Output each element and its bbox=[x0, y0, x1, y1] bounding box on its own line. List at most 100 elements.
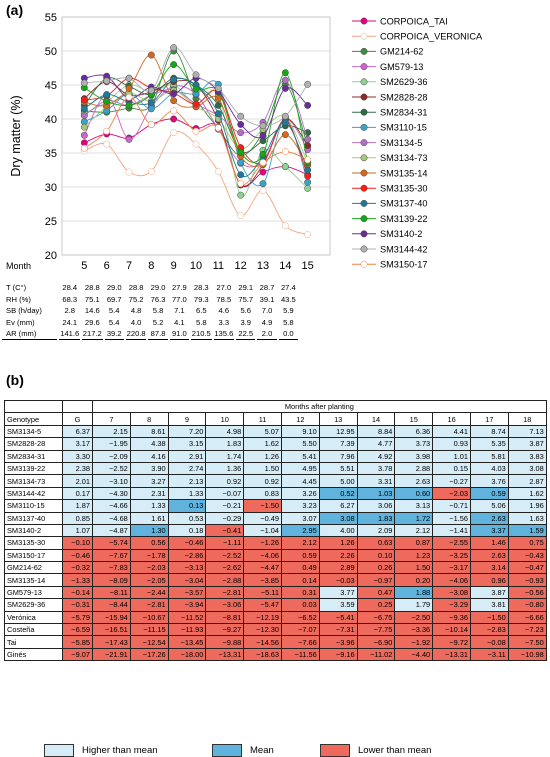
legend-label: SM3134-5 bbox=[380, 138, 422, 148]
value-cell: 0.18 bbox=[167, 523, 207, 538]
weather-value: 22.5 bbox=[236, 329, 256, 340]
value-cell: 1.33 bbox=[129, 499, 169, 513]
legend-label: SM2834-31 bbox=[380, 108, 428, 118]
weather-value: 5.8 bbox=[195, 317, 207, 327]
value-cell: 0.20 bbox=[394, 573, 434, 587]
y-tick-label: 40 bbox=[45, 114, 57, 126]
value-cell: −4.40 bbox=[394, 647, 434, 662]
value-cell: 2.88 bbox=[394, 461, 434, 476]
value-cell: 2.74 bbox=[167, 461, 207, 476]
legend-marker bbox=[360, 108, 368, 116]
value-cell: −2.86 bbox=[167, 548, 207, 563]
weather-value: 14.6 bbox=[84, 306, 100, 315]
genotype-cell: Verónica bbox=[4, 610, 63, 625]
value-cell: −9.16 bbox=[318, 647, 358, 662]
value-cell: 5.06 bbox=[469, 499, 509, 513]
value-cell: −7.66 bbox=[280, 635, 320, 649]
x-tick-label: 6 bbox=[104, 260, 110, 272]
data-point bbox=[192, 100, 200, 108]
value-cell: 4.45 bbox=[280, 474, 320, 488]
value-cell: −0.97 bbox=[356, 573, 396, 587]
value-cell: −7.31 bbox=[318, 623, 358, 637]
value-cell: −16.51 bbox=[92, 623, 131, 637]
value-cell: 6.37 bbox=[62, 424, 93, 439]
value-cell: −11.52 bbox=[167, 610, 207, 625]
value-cell: 5.41 bbox=[280, 449, 320, 463]
weather-value: 135.6 bbox=[213, 329, 235, 340]
value-cell: 1.01 bbox=[432, 449, 471, 463]
legend-marker bbox=[360, 215, 368, 223]
data-point bbox=[147, 105, 155, 113]
data-point bbox=[281, 118, 289, 126]
value-cell: 3.78 bbox=[356, 461, 396, 476]
value-cell: 3.08 bbox=[318, 511, 358, 525]
value-cell: −2.50 bbox=[394, 610, 434, 625]
value-cell: 0.26 bbox=[356, 561, 396, 575]
value-cell: 0.47 bbox=[356, 585, 396, 600]
value-cell: −18.63 bbox=[243, 647, 282, 662]
value-cell: −2.03 bbox=[129, 561, 169, 575]
value-cell: 0.87 bbox=[394, 536, 434, 550]
data-point bbox=[237, 212, 245, 220]
value-cell: 5.51 bbox=[318, 461, 358, 476]
value-cell: 2.89 bbox=[318, 561, 358, 575]
value-cell: 2.12 bbox=[394, 523, 434, 538]
legend-item: Higher than mean bbox=[44, 744, 158, 757]
data-point bbox=[147, 51, 155, 59]
value-cell: −7.23 bbox=[507, 623, 547, 637]
value-cell: −2.52 bbox=[205, 548, 245, 563]
weather-value: 28.8 bbox=[84, 283, 100, 292]
column-header: 18 bbox=[507, 412, 547, 426]
genotype-cell: SM3110-15 bbox=[4, 499, 63, 513]
column-header: 14 bbox=[356, 412, 396, 426]
series-corpoica_tai bbox=[80, 115, 312, 189]
value-cell: 8.61 bbox=[129, 424, 169, 439]
legend-marker bbox=[360, 63, 368, 71]
genotype-cell: GM579-13 bbox=[4, 585, 63, 600]
data-point bbox=[80, 79, 88, 87]
value-cell: 1.88 bbox=[394, 585, 434, 600]
value-cell: −0.71 bbox=[432, 499, 471, 513]
column-header: 17 bbox=[469, 412, 509, 426]
legend-label: SM3139-22 bbox=[380, 214, 428, 224]
legend-label: GM579-13 bbox=[380, 62, 423, 72]
data-point bbox=[80, 96, 88, 104]
value-cell: 2.38 bbox=[62, 461, 93, 476]
legend-item: SM3135-30 bbox=[352, 184, 428, 194]
legend-label: Lower than mean bbox=[358, 745, 432, 756]
legend-marker bbox=[360, 139, 368, 147]
value-cell: 2.26 bbox=[318, 548, 358, 563]
genotype-cell: SM3134-73 bbox=[4, 474, 63, 488]
legend-label: SM3135-14 bbox=[380, 168, 428, 178]
weather-value: 3.3 bbox=[218, 317, 230, 327]
weather-label: SB (h/day) bbox=[6, 306, 42, 315]
value-cell: 0.17 bbox=[62, 486, 93, 501]
value-cell: −17.26 bbox=[129, 647, 169, 662]
weather-value: 78.5 bbox=[216, 294, 232, 304]
value-cell: −11.56 bbox=[280, 647, 320, 662]
data-point bbox=[281, 69, 289, 77]
value-cell: 1.36 bbox=[205, 461, 245, 476]
genotype-cell: SM2834-31 bbox=[4, 449, 63, 463]
table-row: Costeña −6.59 −16.51 −11.15 −11.93 −9.27 −12.3… bbox=[4, 623, 547, 637]
table-row: Verónica −5.79 −15.94 −10.67 −11.52 −8.81 −12.… bbox=[4, 610, 547, 625]
value-cell: −3.04 bbox=[167, 573, 207, 587]
value-cell: 0.85 bbox=[62, 511, 93, 525]
data-point bbox=[80, 144, 88, 152]
value-cell: −6.66 bbox=[507, 610, 547, 625]
data-point bbox=[192, 85, 200, 93]
value-cell: −12.54 bbox=[129, 635, 169, 649]
legend-item: CORPOICA_VERONICA bbox=[352, 32, 483, 42]
data-point bbox=[170, 90, 178, 98]
value-cell: 5.81 bbox=[469, 449, 509, 463]
value-cell: 2.31 bbox=[129, 486, 169, 501]
data-point bbox=[125, 135, 133, 143]
value-cell: 3.15 bbox=[167, 437, 207, 451]
value-cell: 0.49 bbox=[280, 561, 320, 575]
data-point bbox=[281, 112, 289, 120]
value-cell: −13.45 bbox=[167, 635, 207, 649]
value-cell: 3.90 bbox=[129, 461, 169, 476]
weather-value: 5.4 bbox=[108, 317, 120, 327]
x-tick-label: 9 bbox=[171, 260, 177, 272]
value-cell: 1.50 bbox=[243, 461, 282, 476]
